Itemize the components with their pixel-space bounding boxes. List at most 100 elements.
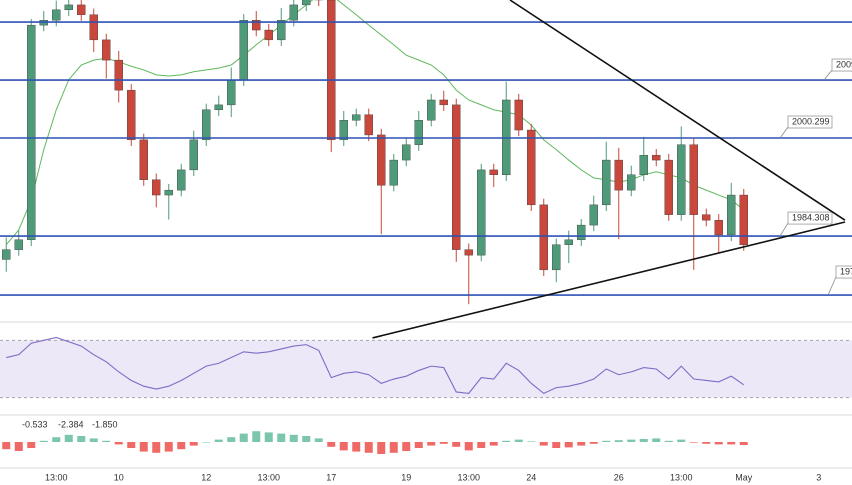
macd-bar bbox=[652, 438, 661, 442]
candle-body bbox=[552, 244, 561, 271]
macd-bar bbox=[164, 442, 173, 452]
macd-bar bbox=[389, 442, 398, 453]
candle-body bbox=[164, 189, 173, 196]
label-leader bbox=[827, 276, 837, 296]
level-label: 1975. bbox=[840, 266, 852, 276]
macd-bar bbox=[664, 440, 673, 442]
macd-bar bbox=[114, 442, 123, 445]
x-tick-label: 12 bbox=[201, 472, 211, 482]
macd-bar bbox=[27, 442, 36, 448]
macd-bar bbox=[614, 440, 623, 442]
macd-bar bbox=[77, 436, 86, 442]
candle-body bbox=[189, 139, 198, 171]
candle-body bbox=[689, 144, 698, 215]
macd-value-label: -0.533 bbox=[22, 419, 48, 429]
candle-body bbox=[377, 134, 386, 186]
macd-bar bbox=[702, 442, 711, 444]
macd-bar bbox=[52, 437, 61, 442]
candle-body bbox=[264, 29, 273, 41]
candle-body bbox=[277, 20, 286, 41]
macd-bar bbox=[402, 442, 411, 451]
x-tick-label: 10 bbox=[114, 472, 124, 482]
macd-bar bbox=[639, 439, 648, 442]
candle-body bbox=[127, 89, 136, 141]
candle-body bbox=[727, 194, 736, 236]
candle-body bbox=[514, 99, 523, 131]
candle-body bbox=[89, 14, 98, 41]
macd-bar bbox=[39, 440, 48, 442]
macd-bar bbox=[339, 442, 348, 451]
macd-bar bbox=[464, 442, 473, 451]
candle-body bbox=[464, 249, 473, 256]
macd-bar bbox=[502, 440, 511, 442]
candle-body bbox=[177, 169, 186, 191]
macd-bar bbox=[202, 442, 211, 443]
macd-bar bbox=[139, 442, 148, 452]
candle-body bbox=[714, 219, 723, 236]
macd-bar bbox=[677, 439, 686, 442]
x-tick-label: 13:00 bbox=[670, 472, 693, 482]
macd-bar bbox=[302, 436, 311, 442]
trendline bbox=[509, 0, 846, 221]
candle-body bbox=[227, 79, 236, 106]
macd-bar bbox=[714, 442, 723, 445]
candle-body bbox=[439, 99, 448, 106]
macd-bar bbox=[152, 442, 161, 453]
candle-body bbox=[739, 194, 748, 245]
macd-bar bbox=[589, 442, 598, 444]
x-tick-label: 3 bbox=[816, 472, 821, 482]
macd-bar bbox=[252, 431, 261, 442]
candle-body bbox=[414, 120, 423, 145]
macd-bar bbox=[64, 434, 73, 442]
candle-body bbox=[152, 179, 161, 196]
label-leader bbox=[779, 222, 789, 237]
level-label: 2009. bbox=[836, 59, 852, 69]
candle-body bbox=[14, 239, 23, 250]
rsi-line bbox=[6, 336, 745, 395]
level-label-box bbox=[787, 115, 833, 129]
candle-body bbox=[402, 144, 411, 161]
macd-bar bbox=[89, 438, 98, 442]
macd-bar bbox=[189, 442, 198, 446]
macd-bar bbox=[439, 442, 448, 444]
macd-bar bbox=[102, 440, 111, 442]
macd-bar bbox=[377, 442, 386, 454]
candle-body bbox=[252, 20, 261, 31]
candle-body bbox=[564, 239, 573, 245]
candle-body bbox=[289, 4, 298, 21]
macd-bar bbox=[477, 442, 486, 448]
candle-body bbox=[139, 139, 148, 180]
x-tick-label: 26 bbox=[614, 472, 624, 482]
candle-body bbox=[664, 159, 673, 215]
candle-body bbox=[639, 154, 648, 176]
candle-body bbox=[302, 0, 311, 6]
trendline bbox=[372, 221, 846, 339]
level-label-box bbox=[787, 211, 833, 225]
candle-body bbox=[614, 159, 623, 191]
candle-body bbox=[352, 114, 361, 121]
macd-bar bbox=[514, 439, 523, 442]
x-tick-label: May bbox=[735, 472, 753, 482]
macd-bar bbox=[602, 440, 611, 442]
macd-bar bbox=[739, 442, 748, 445]
candle-body bbox=[2, 249, 11, 260]
x-tick-label: 13:00 bbox=[45, 472, 68, 482]
candle-body bbox=[527, 129, 536, 206]
macd-bar bbox=[127, 442, 136, 448]
macd-bar bbox=[452, 442, 461, 447]
candle-body bbox=[677, 144, 686, 215]
macd-bar bbox=[2, 442, 11, 450]
macd-bar bbox=[264, 432, 273, 442]
candle-body bbox=[702, 214, 711, 221]
macd-bar bbox=[239, 433, 248, 442]
candle-body bbox=[202, 109, 211, 141]
candle-body bbox=[27, 24, 36, 241]
rsi-band bbox=[0, 340, 852, 398]
candle-body bbox=[364, 114, 373, 136]
candle-body bbox=[114, 59, 123, 91]
macd-bar bbox=[489, 442, 498, 446]
macd-bar bbox=[314, 438, 323, 442]
x-tick-label: 19 bbox=[401, 472, 411, 482]
macd-bar bbox=[227, 437, 236, 442]
x-tick-label: 13:00 bbox=[257, 472, 280, 482]
